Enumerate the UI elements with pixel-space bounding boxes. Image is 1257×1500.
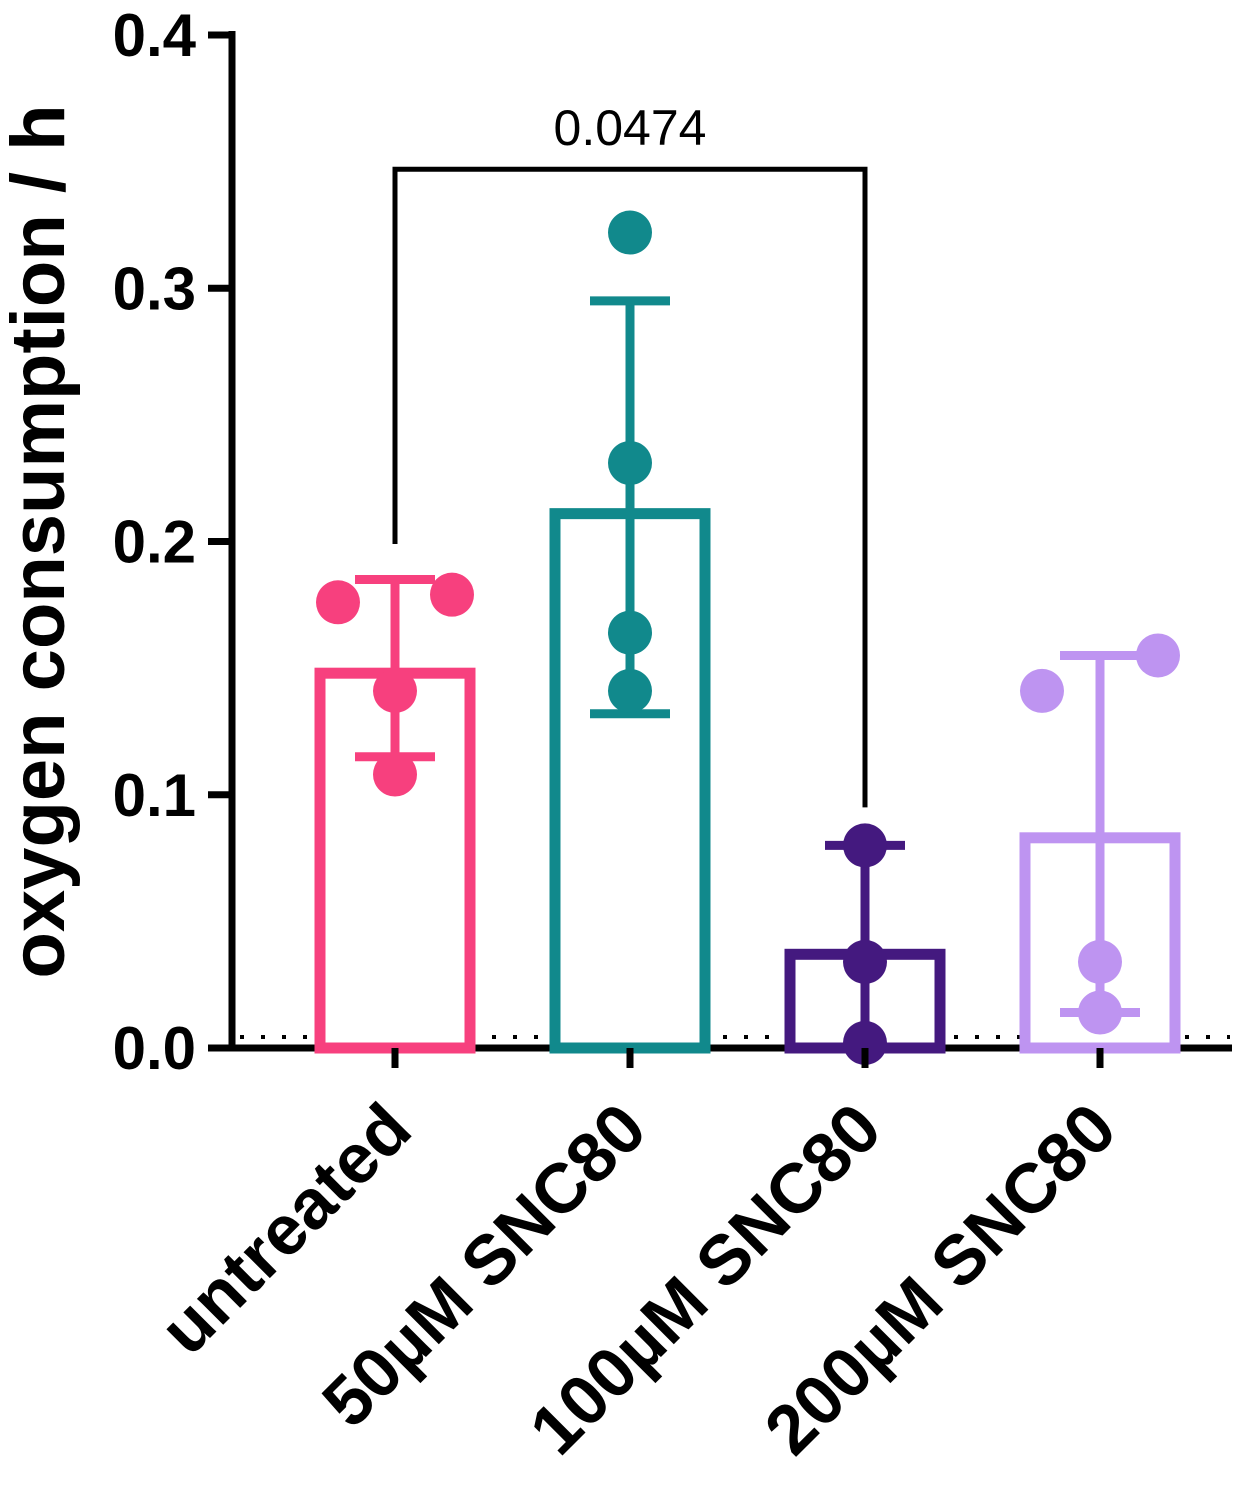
data-point	[608, 610, 652, 655]
data-point	[430, 572, 474, 617]
y-axis-title: oxygen consumption / h	[0, 104, 81, 978]
data-point	[608, 668, 652, 713]
y-tick-label: 0.1	[113, 762, 196, 829]
data-point	[1078, 939, 1122, 984]
data-point	[1136, 633, 1180, 678]
y-tick-label: 0.0	[113, 1015, 196, 1082]
y-tick-label: 0.3	[113, 255, 196, 322]
data-point	[608, 210, 652, 255]
y-tick-label: 0.4	[113, 2, 197, 69]
data-point	[1020, 668, 1064, 713]
data-point	[843, 939, 887, 984]
data-point	[843, 823, 887, 868]
data-point	[1078, 990, 1122, 1035]
data-point	[373, 668, 417, 713]
significance-bracket	[392, 166, 868, 808]
data-point	[316, 580, 360, 625]
data-point	[843, 1020, 887, 1065]
data-point	[373, 752, 417, 797]
y-tick-label: 0.2	[113, 509, 196, 576]
data-point	[608, 440, 652, 485]
p-value-label: 0.0474	[554, 100, 707, 156]
